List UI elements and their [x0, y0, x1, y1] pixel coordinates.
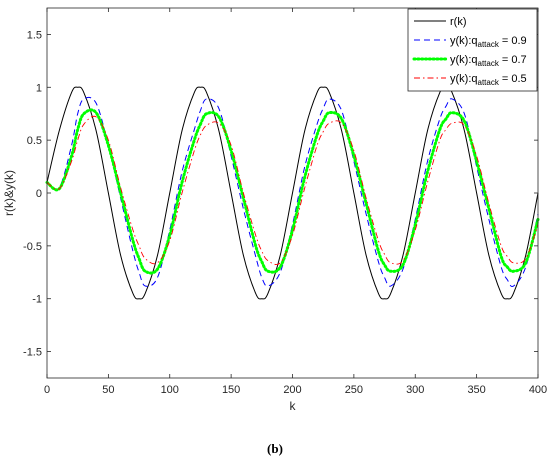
- series-line-4: [46, 115, 539, 265]
- series-line-2: [46, 96, 539, 287]
- x-tick-label: 150: [222, 384, 240, 396]
- legend-entry-1: r(k): [450, 16, 467, 28]
- x-tick-label: 400: [529, 384, 547, 396]
- x-tick-label: 50: [102, 384, 114, 396]
- x-tick-label: 100: [161, 384, 179, 396]
- series-line-1: [46, 86, 539, 300]
- y-tick-label: -1: [32, 294, 42, 306]
- legend: r(k) y(k):qattack = 0.9 y(k):qattack = 0.7…: [407, 8, 538, 92]
- y-tick-label: 0: [36, 188, 42, 200]
- figure-caption: (b): [267, 441, 283, 456]
- x-tick-label: 300: [406, 384, 424, 396]
- legend-entry-2: y(k):qattack = 0.9: [450, 35, 527, 49]
- x-tick-label: 250: [345, 384, 363, 396]
- line-chart: 0 50 100 150 200 250 300 350 400 -1.5 -1 -0.5 0 0.5 1 1…: [2, 7, 547, 413]
- legend-box: [407, 8, 538, 92]
- y-tick-label: 0.5: [27, 135, 42, 147]
- y-tick-label: 1.5: [27, 29, 42, 41]
- y-axis-label: r(k)&y(k): [2, 170, 16, 216]
- legend-entry-4: y(k):qattack = 0.5: [450, 73, 527, 87]
- x-tick-label: 0: [44, 384, 50, 396]
- x-tick-label: 350: [467, 384, 485, 396]
- plot-lines: [45, 86, 540, 300]
- ticks: 0 50 100 150 200 250 300 350 400 -1.5 -1 -0.5 0 0.5 1 1…: [23, 8, 547, 396]
- x-axis-label: k: [290, 399, 297, 413]
- y-tick-label: 1: [36, 82, 42, 94]
- y-tick-label: -0.5: [23, 241, 42, 253]
- series-line-3: [45, 108, 540, 275]
- y-tick-label: -1.5: [23, 347, 42, 359]
- legend-entry-3: y(k):qattack = 0.7: [450, 54, 527, 68]
- x-tick-label: 200: [283, 384, 301, 396]
